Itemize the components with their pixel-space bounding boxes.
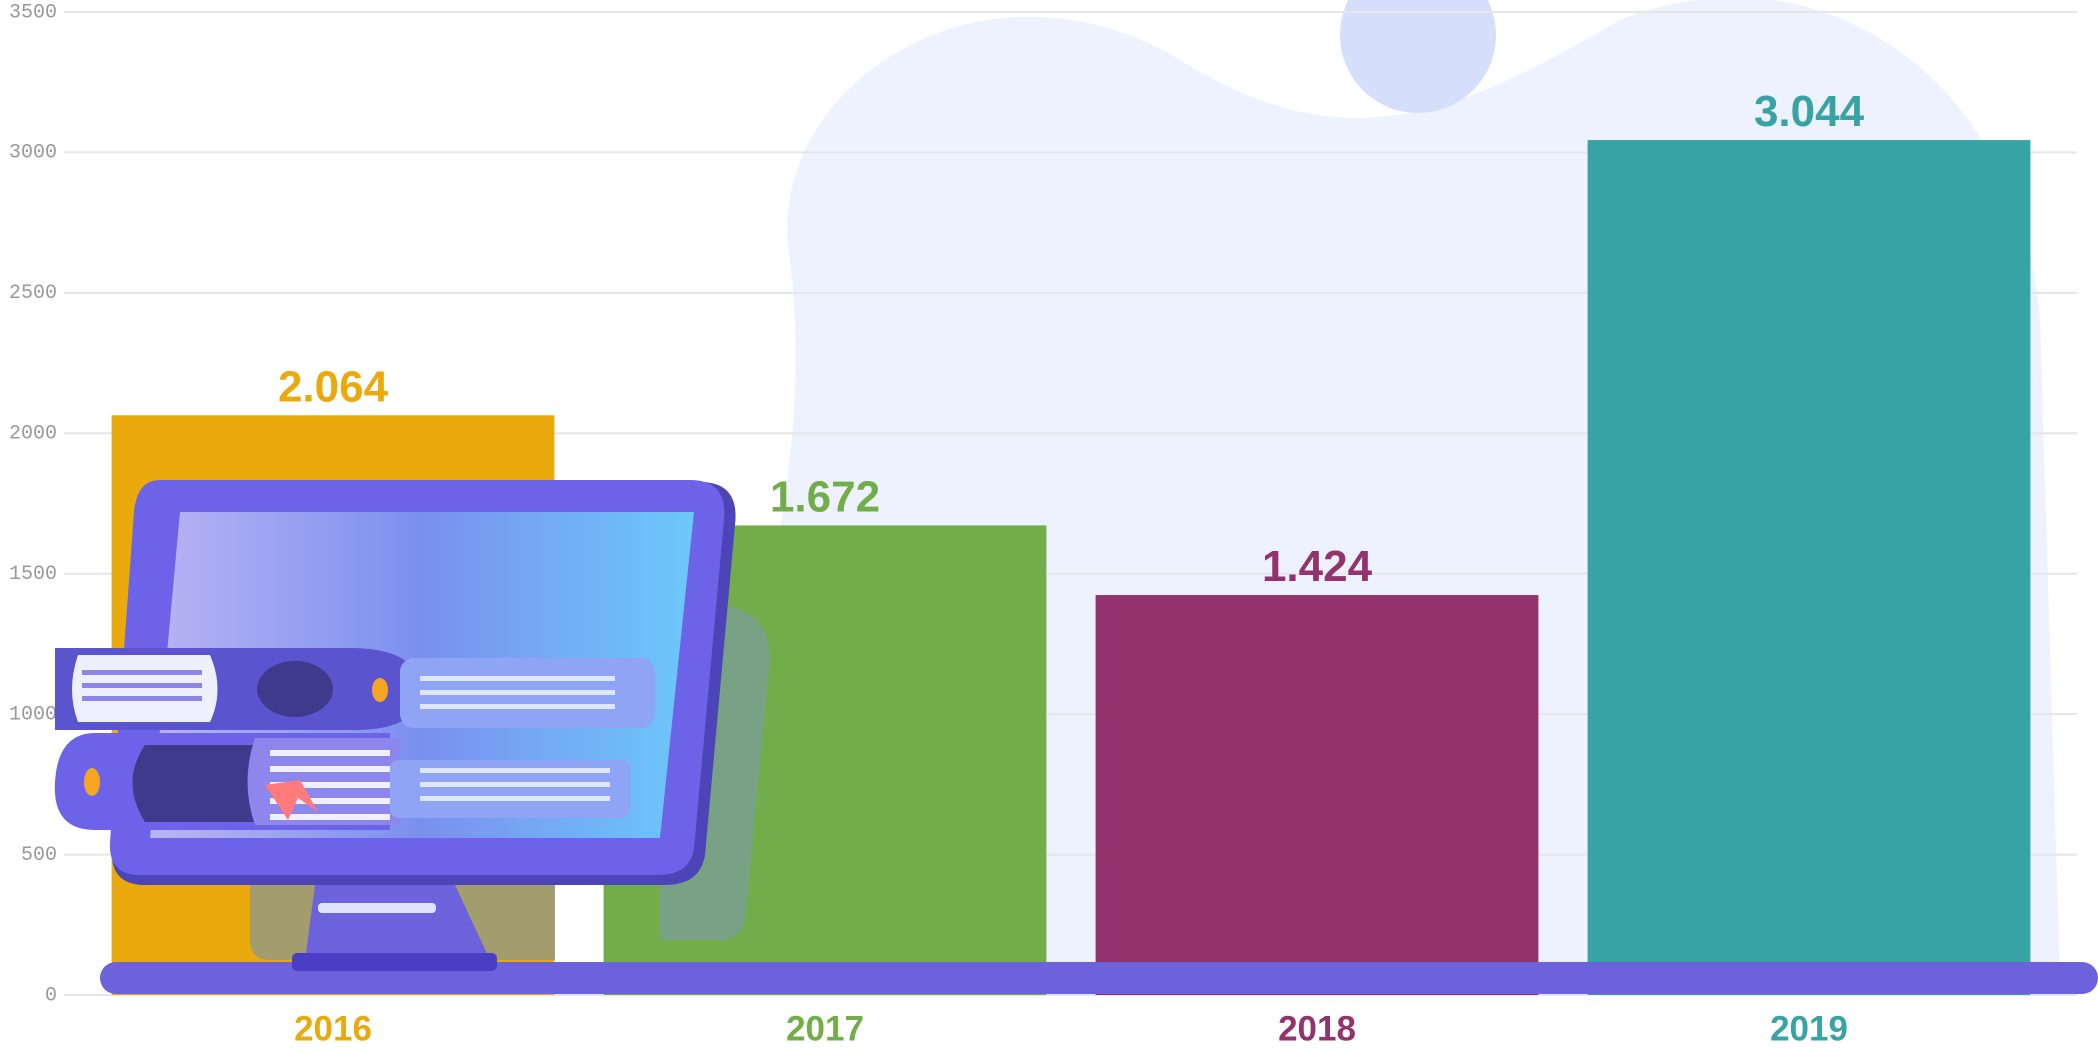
y-tick-label: 2000: [9, 423, 57, 446]
value-label: 2.064: [278, 362, 389, 411]
value-label: 3.044: [1754, 87, 1865, 136]
y-tick-label: 0: [45, 984, 57, 1007]
y-tick-label: 3500: [9, 1, 57, 24]
bar: [1588, 140, 2031, 995]
y-tick-label: 1000: [9, 703, 57, 726]
value-label: 1.672: [770, 472, 880, 521]
x-tick-label: 2017: [786, 1009, 864, 1048]
bar: [1096, 595, 1539, 995]
x-tick-label: 2018: [1278, 1009, 1356, 1048]
y-tick-label: 1500: [9, 563, 57, 586]
y-tick-label: 3000: [9, 142, 57, 165]
y-tick-label: 500: [21, 844, 57, 867]
value-label: 1.424: [1262, 542, 1373, 591]
x-tick-label: 2019: [1770, 1009, 1848, 1048]
x-tick-label: 2016: [294, 1009, 372, 1048]
y-tick-label: 2500: [9, 282, 57, 305]
chart: 0 500 1000 1500 2000 2500 3000 3500 2.064 1.672 1…: [0, 0, 2098, 1049]
